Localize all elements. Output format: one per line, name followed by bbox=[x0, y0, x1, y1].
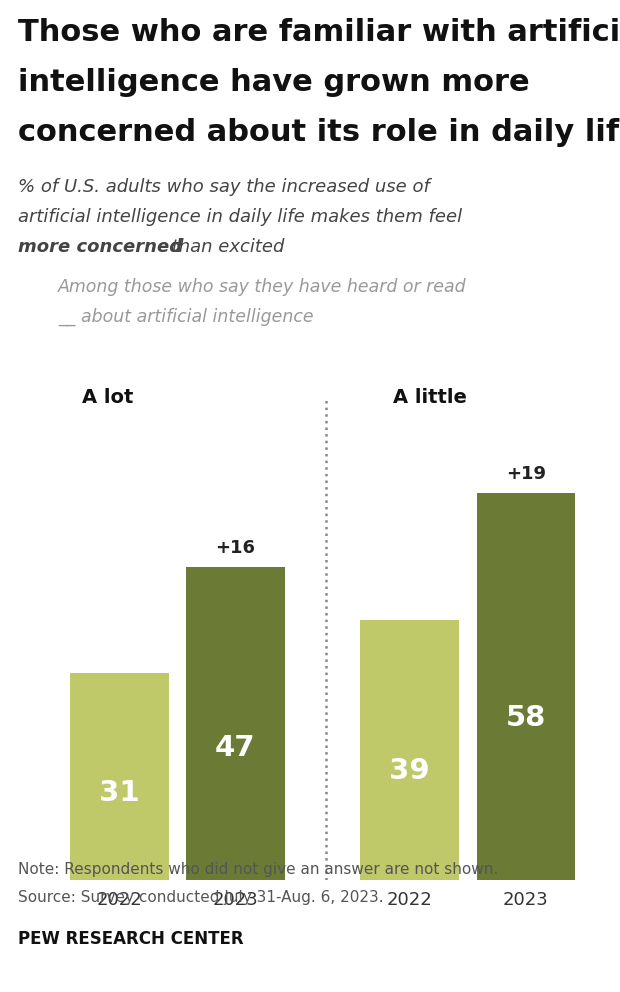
Text: PEW RESEARCH CENTER: PEW RESEARCH CENTER bbox=[18, 930, 244, 948]
Bar bbox=[186, 566, 285, 880]
Text: 47: 47 bbox=[215, 734, 256, 763]
Text: 31: 31 bbox=[99, 779, 140, 807]
Text: artificial intelligence in daily life makes them feel: artificial intelligence in daily life ma… bbox=[18, 208, 462, 226]
Text: more concerned: more concerned bbox=[18, 238, 182, 256]
Text: than excited: than excited bbox=[166, 238, 285, 256]
Text: __ about artificial intelligence: __ about artificial intelligence bbox=[58, 308, 314, 326]
Text: % of U.S. adults who say the increased use of: % of U.S. adults who say the increased u… bbox=[18, 178, 430, 196]
Text: Among those who say they have heard or read: Among those who say they have heard or r… bbox=[58, 278, 467, 296]
Text: A little: A little bbox=[393, 388, 467, 407]
Text: Source: Survey conducted July 31-Aug. 6, 2023.: Source: Survey conducted July 31-Aug. 6,… bbox=[18, 890, 384, 905]
Text: Note: Respondents who did not give an answer are not shown.: Note: Respondents who did not give an an… bbox=[18, 862, 498, 877]
Text: intelligence have grown more: intelligence have grown more bbox=[18, 68, 529, 97]
Text: 39: 39 bbox=[389, 757, 430, 785]
Bar bbox=[70, 674, 169, 880]
Bar bbox=[477, 493, 575, 880]
Bar bbox=[360, 620, 459, 880]
Text: A lot: A lot bbox=[82, 388, 134, 407]
Text: +19: +19 bbox=[506, 465, 546, 483]
Text: +16: +16 bbox=[216, 539, 255, 557]
Text: Those who are familiar with artificial: Those who are familiar with artificial bbox=[18, 18, 620, 47]
Text: concerned about its role in daily life: concerned about its role in daily life bbox=[18, 118, 620, 147]
Text: 58: 58 bbox=[506, 703, 546, 732]
